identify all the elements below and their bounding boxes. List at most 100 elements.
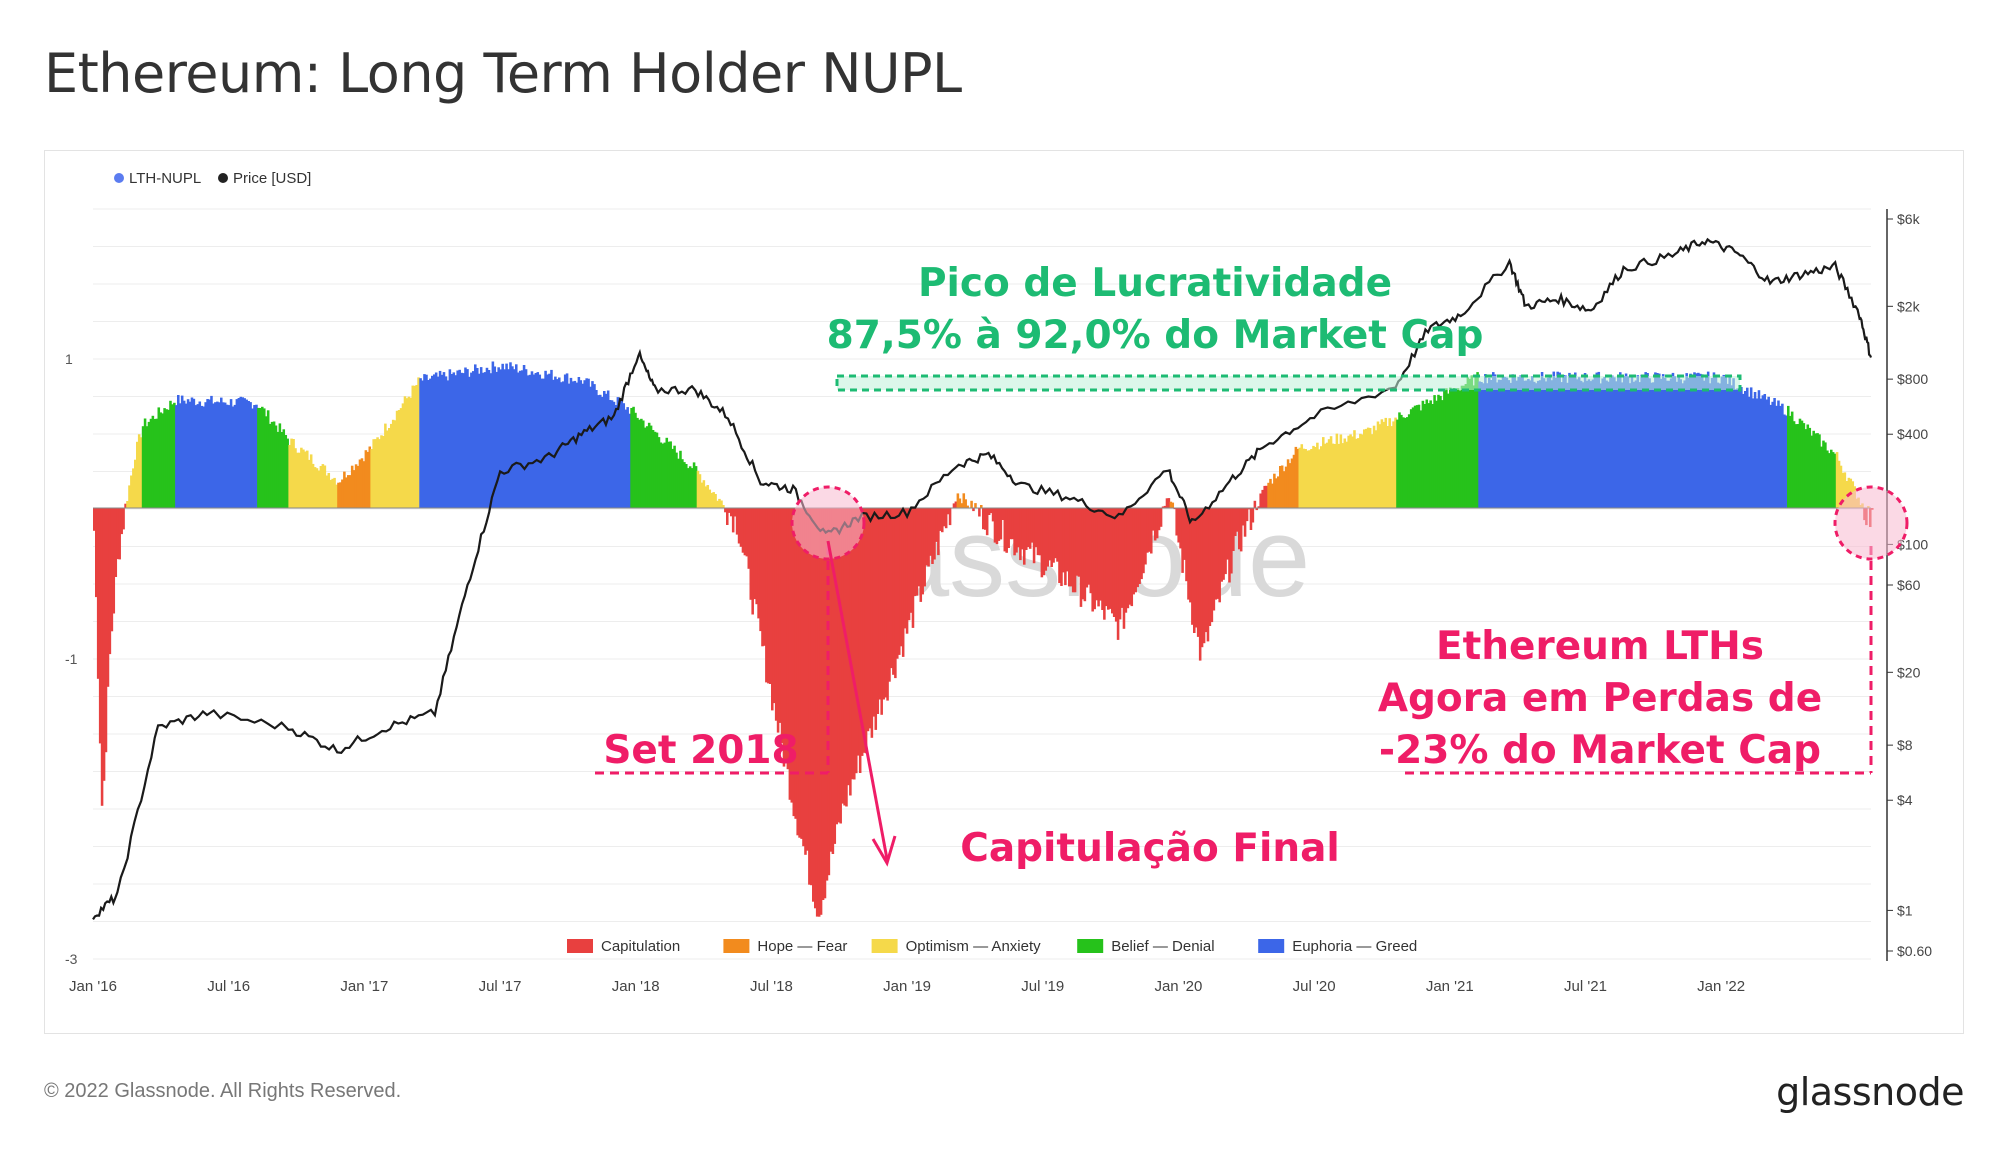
nupl-bar	[423, 374, 426, 508]
nupl-bar	[317, 470, 321, 508]
nupl-bar	[1488, 377, 1491, 508]
nupl-bar	[1493, 374, 1497, 508]
nupl-bar	[1417, 404, 1421, 508]
legend-bottom-item[interactable]: Euphoria — Greed	[1292, 938, 1417, 955]
peak-annotation-line2: 87,5% à 92,0% do Market Cap	[827, 313, 1484, 358]
glassnode-logo[interactable]: glassnode	[1776, 1070, 1964, 1114]
capitulation-arrowhead	[871, 835, 897, 867]
nupl-bar	[1658, 373, 1661, 508]
nupl-bar	[470, 372, 473, 508]
nupl-bar	[1062, 508, 1065, 573]
nupl-bar	[546, 374, 549, 508]
nupl-bar	[814, 508, 817, 909]
nupl-bar	[948, 508, 952, 526]
nupl-bar	[1331, 443, 1335, 508]
nupl-bar	[1581, 382, 1585, 508]
nupl-bar	[1538, 380, 1542, 508]
nupl-bar	[1394, 417, 1397, 508]
x-tick: Jul '19	[1021, 978, 1064, 995]
nupl-bar	[702, 480, 706, 508]
nupl-bar	[960, 503, 964, 508]
nupl-bar	[1435, 400, 1438, 508]
legend-bottom-item[interactable]: Optimism — Anxiety	[906, 938, 1042, 955]
nupl-bar	[309, 454, 313, 508]
nupl-bar	[1431, 404, 1434, 508]
nupl-bar	[427, 380, 430, 508]
legend-top-item[interactable]: Price [USD]	[233, 170, 311, 187]
nupl-bar	[892, 508, 895, 675]
page-title: Ethereum: Long Term Holder NUPL	[44, 42, 962, 105]
nupl-bar	[763, 508, 766, 646]
nupl-bar	[302, 449, 305, 508]
nupl-bar	[1830, 449, 1833, 508]
nupl-bar	[1755, 398, 1759, 508]
nupl-bar	[933, 508, 936, 560]
nupl-bar	[1060, 508, 1063, 586]
nupl-bar	[1462, 385, 1466, 508]
nupl-bar	[1318, 449, 1321, 508]
nupl-bar	[1284, 466, 1288, 508]
nupl-bar	[1712, 372, 1716, 508]
nupl-bar	[1441, 400, 1444, 508]
nupl-bar	[1118, 508, 1122, 620]
nupl-bar	[741, 508, 745, 553]
nupl-bar	[165, 409, 168, 508]
nupl-bar	[483, 372, 487, 508]
nupl-bar	[1302, 448, 1305, 508]
nupl-bar	[593, 384, 596, 508]
nupl-bar	[1314, 447, 1317, 508]
nupl-bar	[776, 508, 780, 733]
nupl-bar	[284, 435, 288, 508]
nupl-bar	[1122, 508, 1126, 629]
nupl-bar	[1521, 377, 1524, 508]
nupl-bar	[225, 404, 229, 508]
nupl-bar	[280, 432, 284, 508]
nupl-bar	[1052, 508, 1055, 563]
nupl-bar	[1669, 378, 1673, 508]
nupl-bar	[497, 367, 500, 508]
nupl-bar	[1134, 508, 1137, 593]
nupl-bar	[857, 508, 860, 756]
nupl-bar	[270, 421, 274, 508]
nupl-bar	[147, 421, 151, 508]
nupl-bar	[1601, 378, 1604, 508]
nupl-bar	[1044, 508, 1048, 571]
nupl-bar	[1685, 373, 1688, 508]
nupl-bar	[771, 508, 774, 711]
nupl-bar	[366, 451, 370, 508]
legend-bottom-item[interactable]: Hope — Fear	[757, 938, 847, 955]
nupl-bar	[894, 508, 897, 679]
nupl-bar	[978, 508, 981, 517]
lth-marker	[1833, 485, 1909, 561]
nupl-bar	[1365, 428, 1368, 508]
legend-bottom-item[interactable]: Belief — Denial	[1111, 938, 1214, 955]
nupl-bar	[866, 508, 870, 732]
nupl-bar	[548, 373, 551, 508]
legend-top-item[interactable]: LTH-NUPL	[129, 170, 201, 187]
nupl-bar	[401, 403, 405, 508]
nupl-bar	[194, 405, 198, 508]
nupl-bar	[1597, 371, 1601, 508]
nupl-bar	[1421, 400, 1425, 508]
nupl-bar	[1599, 383, 1602, 508]
nupl-bar	[1128, 508, 1132, 605]
nupl-bar	[1204, 508, 1208, 633]
nupl-bar	[827, 508, 831, 876]
nupl-bar	[231, 406, 235, 508]
nupl-bar	[1404, 417, 1407, 508]
nupl-bar	[382, 436, 385, 508]
nupl-bar	[751, 508, 754, 615]
nupl-bar	[1222, 508, 1225, 580]
nupl-bar	[438, 370, 442, 508]
nupl-bar	[1490, 380, 1493, 508]
nupl-bar	[319, 466, 323, 508]
nupl-bar	[1523, 380, 1526, 508]
legend-bottom-item[interactable]: Capitulation	[601, 938, 680, 955]
legend-bottom-swatch	[1077, 939, 1104, 953]
nupl-bar	[171, 404, 174, 508]
nupl-bar	[923, 508, 926, 587]
nupl-bar	[241, 397, 245, 508]
nupl-bar	[1570, 375, 1573, 508]
nupl-bar	[972, 508, 975, 512]
nupl-bar	[851, 508, 854, 780]
